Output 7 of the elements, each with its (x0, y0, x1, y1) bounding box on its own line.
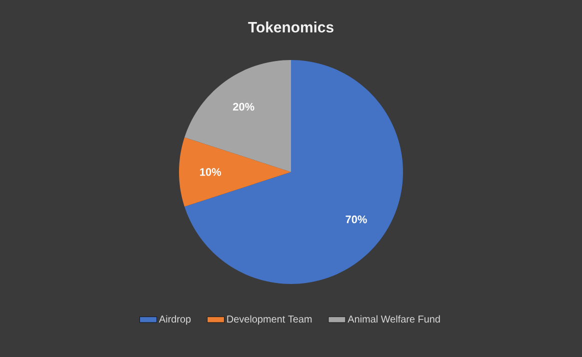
data-label: 10% (200, 168, 222, 176)
legend-label: Animal Welfare Fund (348, 315, 440, 323)
chart-title: Tokenomics (248, 22, 334, 32)
legend-label: Airdrop (158, 315, 191, 325)
data-label: 20% (233, 102, 254, 111)
legend-label: Development Team (227, 315, 312, 325)
data-label: 70% (346, 216, 367, 224)
